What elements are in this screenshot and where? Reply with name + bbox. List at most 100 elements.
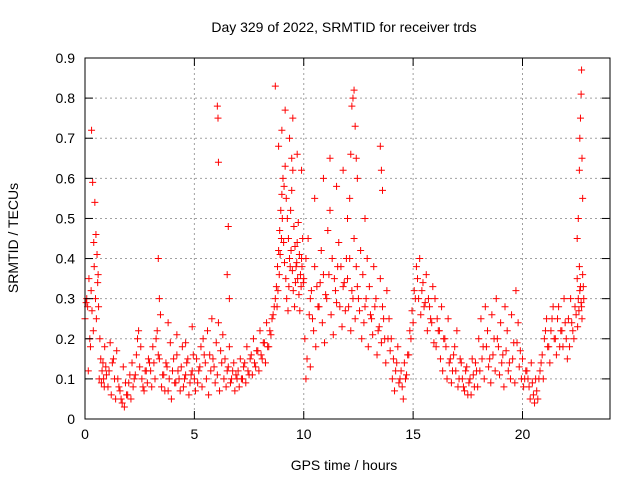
data-point (288, 154, 296, 162)
y-tick-label: 0.8 (56, 90, 76, 106)
data-point (379, 303, 386, 311)
data-point (351, 315, 359, 323)
data-point (576, 287, 584, 295)
data-point (408, 307, 416, 315)
data-point (348, 287, 356, 295)
data-point (365, 283, 373, 291)
data-point (247, 351, 255, 359)
data-point (295, 291, 303, 299)
y-tick-labels: 0 0.1 0.2 0.3 0.4 0.5 0.6 0.7 0.8 0.9 (56, 50, 76, 427)
data-point (201, 359, 209, 367)
data-point (231, 387, 239, 395)
data-point (241, 359, 249, 367)
data-point (92, 315, 100, 323)
data-point (357, 247, 365, 255)
data-point (289, 166, 297, 174)
data-point (234, 367, 242, 375)
data-point (407, 335, 415, 343)
data-point (500, 383, 508, 391)
data-point (511, 379, 519, 387)
data-point (347, 150, 355, 158)
data-point (397, 367, 405, 375)
data-point (258, 355, 266, 363)
data-point (102, 371, 110, 379)
data-point (573, 235, 581, 242)
data-point (534, 395, 542, 403)
data-point (421, 299, 429, 307)
data-point (419, 279, 427, 287)
data-point (522, 367, 530, 375)
x-tick-label: 15 (405, 426, 421, 442)
y-tick-label: 0.6 (56, 170, 76, 186)
data-point (289, 114, 297, 122)
data-point (484, 327, 491, 335)
data-point (102, 363, 110, 371)
data-point (140, 387, 148, 395)
data-point (296, 307, 304, 315)
data-point (560, 295, 568, 303)
data-point (275, 247, 283, 255)
data-point (376, 142, 384, 150)
data-point (101, 343, 109, 351)
data-point (499, 351, 507, 359)
data-point (224, 363, 232, 371)
data-point (506, 375, 514, 383)
data-point (550, 335, 558, 343)
data-point (274, 287, 282, 295)
data-point (253, 347, 261, 355)
data-point (271, 82, 279, 90)
data-point (94, 279, 102, 287)
data-point (429, 283, 437, 291)
data-point (540, 335, 548, 343)
data-point (159, 371, 167, 379)
y-tick-label: 0.2 (56, 331, 76, 347)
data-point (294, 218, 302, 226)
data-point (446, 355, 454, 363)
data-point (336, 303, 344, 311)
data-point (98, 367, 106, 375)
data-point (279, 174, 287, 182)
data-point (149, 343, 157, 351)
data-point (202, 375, 210, 383)
data-point (230, 359, 238, 367)
data-point (321, 339, 329, 347)
data-point (106, 339, 114, 347)
data-point (275, 271, 283, 279)
data-point (537, 359, 545, 367)
data-point (109, 355, 117, 363)
data-point (156, 311, 164, 319)
data-point (426, 303, 434, 311)
axis-ticks (84, 57, 610, 420)
data-point (186, 379, 194, 387)
data-point (242, 379, 250, 387)
data-point (132, 351, 140, 359)
data-point (272, 283, 280, 291)
data-point (275, 142, 283, 150)
data-point (379, 186, 386, 194)
data-point (488, 311, 496, 319)
data-point (281, 259, 288, 267)
data-point (298, 166, 306, 174)
data-points (81, 66, 588, 411)
data-point (276, 226, 284, 234)
data-point (193, 355, 201, 363)
data-point (271, 295, 279, 303)
data-point (481, 303, 489, 311)
data-point (463, 363, 471, 371)
data-point (566, 343, 574, 351)
data-point (286, 263, 294, 271)
data-point (189, 351, 197, 359)
data-point (394, 343, 402, 351)
data-point (163, 363, 171, 371)
data-point (410, 287, 418, 295)
data-point (194, 379, 202, 387)
data-point (251, 359, 259, 367)
data-point (442, 343, 450, 351)
data-point (329, 331, 337, 339)
data-point (314, 303, 322, 311)
data-point (205, 391, 213, 399)
data-point (555, 303, 563, 311)
data-point (213, 102, 221, 110)
data-point (136, 363, 144, 371)
